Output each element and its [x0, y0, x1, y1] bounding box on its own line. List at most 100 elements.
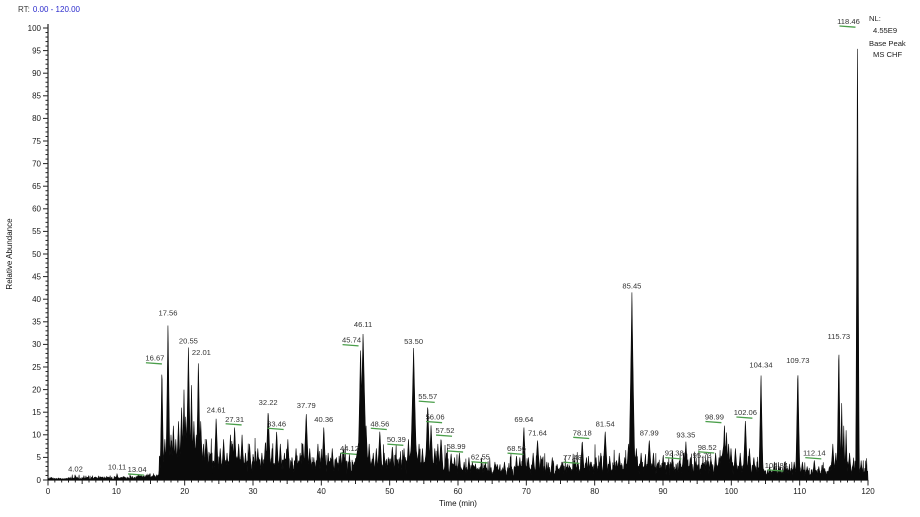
peak-apex-flag [507, 452, 524, 455]
y-tick-label: 10 [32, 431, 41, 440]
nl-annotation: NL: 4.55E9 Base Peak MS CHF [869, 14, 906, 59]
peak-label: 24.61 [207, 406, 226, 415]
peak-label: 53.50 [404, 337, 423, 346]
peak-label: 32.22 [259, 398, 278, 407]
y-tick-label: 40 [32, 295, 41, 304]
peak-apex-flag [471, 461, 488, 464]
peak-labels: 4.02 10.11 13.04 16.67 17.56 20.55 22.01 24.612… [68, 17, 860, 476]
peak-apex-flag [665, 457, 682, 460]
peak-apex-flag [805, 457, 822, 460]
peak-apex-flag [426, 420, 443, 424]
y-tick-label: 5 [37, 453, 42, 462]
y-tick-label: 45 [32, 272, 41, 281]
peak-label: 16.67 [145, 354, 164, 363]
peak-label: 118.46 [837, 17, 860, 26]
y-tick-label: 75 [32, 137, 41, 146]
peak-label: 93.35 [676, 431, 695, 440]
peak-label: 104.84 [765, 461, 788, 470]
peak-apex-flag [225, 423, 242, 426]
peak-apex-flag [839, 25, 856, 28]
peak-apex-flag [418, 400, 435, 404]
peak-label: 17.56 [158, 309, 177, 318]
peak-label: 85.45 [622, 281, 641, 290]
peak-label: 62.55 [471, 453, 490, 462]
peak-label: 50.39 [387, 435, 406, 444]
y-tick-label: 15 [32, 408, 41, 417]
peak-apex-flag [447, 450, 464, 453]
nl-label: NL: [869, 14, 881, 23]
peak-apex-flag [145, 362, 162, 365]
peak-apex-flag [128, 473, 145, 476]
peak-label: 22.01 [192, 348, 211, 357]
peak-label: 95.73 [693, 451, 712, 460]
trace-path [47, 48, 869, 481]
peak-label: 57.52 [436, 426, 455, 435]
x-tick-label: 100 [725, 487, 739, 496]
nl-value: 4.55E9 [873, 26, 897, 35]
x-tick-label: 60 [454, 487, 463, 496]
peak-label: 37.79 [297, 401, 316, 410]
y-tick-label: 0 [37, 476, 42, 485]
y-tick-label: 20 [32, 385, 41, 394]
peak-apex-flag [705, 420, 722, 424]
peak-apex-flag [563, 461, 580, 465]
y-tick-label: 35 [32, 318, 41, 327]
y-tick-label: 30 [32, 340, 41, 349]
peak-apex-flag [370, 427, 387, 431]
peak-label: 87.99 [640, 428, 659, 437]
peak-label: 78.18 [573, 428, 592, 437]
y-tick-label: 85 [32, 92, 41, 101]
peak-label: 112.14 [803, 449, 826, 458]
y-tick-label: 100 [28, 24, 42, 33]
y-tick-label: 90 [32, 69, 41, 78]
peak-label: 45.74 [342, 336, 361, 345]
peak-label: 98.99 [705, 413, 724, 422]
y-tick-label: 50 [32, 250, 41, 259]
x-tick-label: 90 [659, 487, 668, 496]
peak-apex-flag [767, 469, 784, 472]
peak-apex-flag [436, 434, 453, 437]
y-tick-label: 65 [32, 182, 41, 191]
y-tick-label: 55 [32, 227, 41, 236]
peak-label: 13.04 [128, 465, 147, 474]
peak-apex-flag [698, 451, 715, 454]
nl-detector-line1: Base Peak [869, 39, 906, 48]
rt-range-value: 0.00 - 120.00 [33, 5, 81, 14]
x-tick-label: 110 [793, 487, 806, 496]
x-tick-label: 30 [249, 487, 258, 496]
peak-apex-flag [573, 436, 590, 440]
peak-label: 44.12 [340, 444, 359, 453]
chromatogram-trace [47, 48, 869, 481]
peak-label: 20.55 [179, 337, 198, 346]
peak-label: 115.73 [827, 332, 850, 341]
peak-label: 69.64 [514, 415, 533, 424]
x-axis-title: Time (min) [439, 499, 477, 508]
peak-apex-flag [387, 443, 404, 446]
y-tick-label: 80 [32, 114, 41, 123]
x-tick-label: 50 [385, 487, 394, 496]
x-tick-label: 80 [590, 487, 599, 496]
peak-label: 58.99 [447, 442, 466, 451]
peak-label: 109.73 [786, 356, 809, 365]
x-tick-label: 120 [861, 487, 875, 496]
peak-label: 40.36 [314, 415, 333, 424]
x-tick-label: 70 [522, 487, 531, 496]
peak-label: 10.11 [108, 463, 126, 472]
nl-detector-line2: MS CHF [873, 50, 902, 59]
rt-range-header: RT: 0.00 - 120.00 [18, 5, 81, 14]
peak-label: 33.46 [267, 419, 286, 428]
y-tick-label: 70 [32, 159, 41, 168]
y-tick-label: 95 [32, 46, 41, 55]
peak-apex-flag [340, 452, 357, 455]
y-tick-label: 60 [32, 205, 41, 214]
peak-label: 68.56 [507, 444, 526, 453]
peak-label: 55.57 [418, 392, 437, 401]
x-tick-label: 0 [46, 487, 51, 496]
peak-apex-flag [342, 344, 359, 347]
peak-label: 77.48 [563, 453, 582, 462]
peak-label: 98.52 [698, 443, 717, 452]
peak-label: 71.64 [528, 428, 547, 437]
x-tick-label: 20 [180, 487, 189, 496]
